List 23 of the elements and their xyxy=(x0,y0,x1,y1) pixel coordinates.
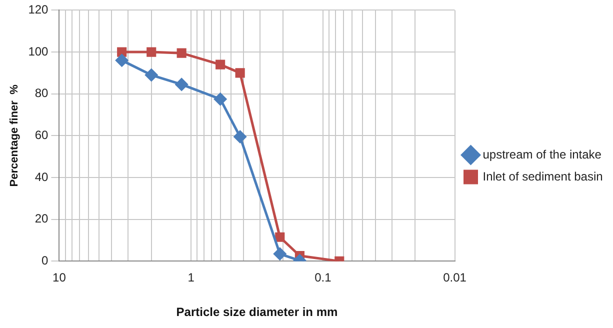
point xyxy=(117,47,127,57)
point xyxy=(146,47,156,57)
x-tick-label: 10 xyxy=(52,270,66,285)
y-tick-label: 120 xyxy=(28,2,49,17)
y-tick-label: 100 xyxy=(28,44,49,58)
point xyxy=(234,130,246,143)
y-tick-label: 0 xyxy=(42,254,49,268)
y-tick-label: 20 xyxy=(34,212,49,226)
y-tick-label: 60 xyxy=(34,128,49,142)
point xyxy=(145,68,158,82)
point xyxy=(116,54,128,67)
point xyxy=(175,78,188,91)
legend-label: Inlet of sediment basin xyxy=(482,169,603,184)
x-tick-label: 0.01 xyxy=(443,270,467,285)
point xyxy=(235,68,245,78)
x-axis-title: Particle size diameter in mm xyxy=(176,305,338,320)
x-tick-label: 1 xyxy=(188,270,195,285)
point xyxy=(176,48,186,58)
x-tick-label: 0.1 xyxy=(314,270,332,285)
y-axis-title: Percentage finer % xyxy=(8,84,21,187)
legend-label: upstream of the intake xyxy=(482,147,602,162)
y-tick-label: 40 xyxy=(34,170,49,184)
y-tick-label: 80 xyxy=(34,86,49,100)
